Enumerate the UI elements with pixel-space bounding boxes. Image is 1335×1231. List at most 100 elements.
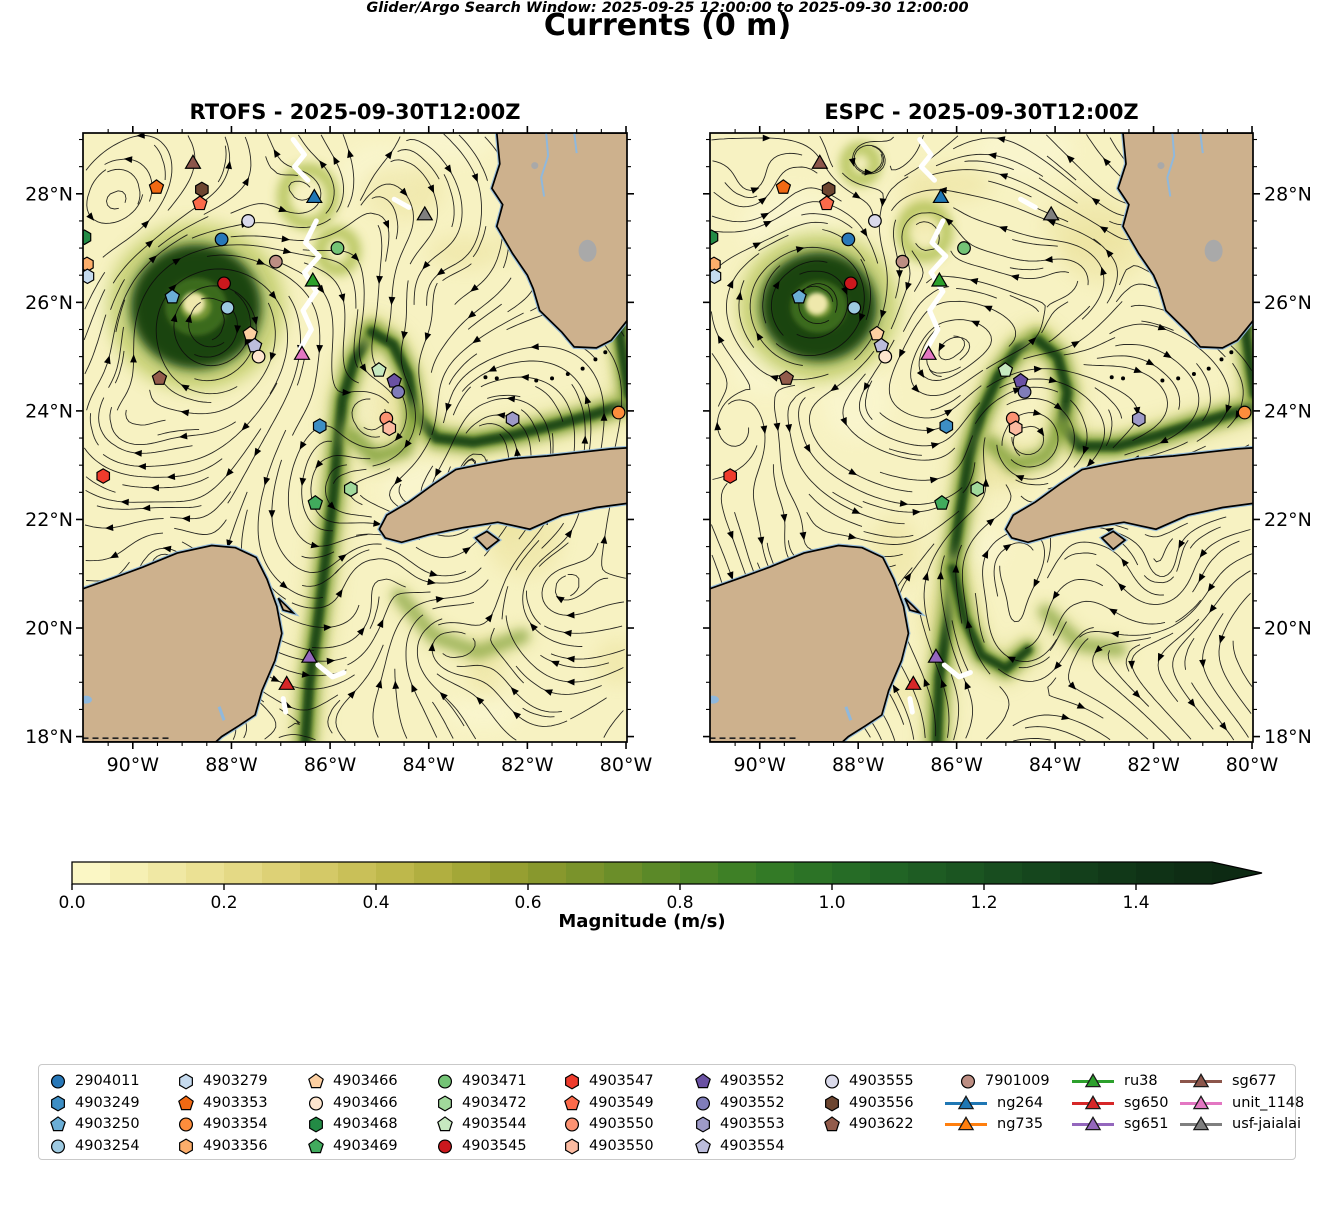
- streamline: [515, 665, 602, 695]
- lon-tick-label: 82°W: [501, 754, 554, 776]
- flow-arrowhead: [969, 278, 979, 285]
- flow-arrowhead: [1100, 266, 1107, 276]
- streamline: [86, 169, 144, 224]
- isla-de-la-juventud-landmass: [474, 530, 501, 551]
- streamline: [806, 285, 834, 302]
- legend-item-ng735: ng735: [943, 1115, 1043, 1133]
- streamline: [710, 221, 828, 275]
- flow-arrowhead: [896, 270, 903, 279]
- legend-item-sg651: sg651: [1070, 1115, 1168, 1133]
- flow-arrowhead: [555, 596, 565, 604]
- map-marker-4903552: [391, 385, 406, 399]
- streamline: [1093, 238, 1118, 304]
- colorbar-cell: [262, 862, 301, 884]
- streamline: [541, 542, 625, 616]
- colorbar-cell: [946, 862, 985, 884]
- streamline: [108, 326, 124, 388]
- flow-arrowhead: [269, 352, 277, 361]
- flow-arrowhead: [1105, 249, 1114, 258]
- flow-arrowhead: [241, 422, 250, 431]
- flow-arrowhead: [1219, 721, 1227, 731]
- streamline: [796, 270, 849, 339]
- flow-arrowhead: [938, 187, 947, 194]
- current-band: [931, 335, 1043, 742]
- flow-arrowhead: [996, 136, 1006, 143]
- flow-arrowhead: [922, 572, 929, 581]
- legend-item-4903622: 4903622: [823, 1115, 914, 1133]
- flow-arrowhead: [938, 342, 946, 352]
- map-marker-4903472: [970, 481, 985, 497]
- legend-item-4903544: 4903544: [436, 1115, 527, 1133]
- ocean-texture: [824, 364, 891, 441]
- streamline: [860, 258, 871, 321]
- flow-arrowhead: [584, 395, 592, 405]
- colorbar-cell: [72, 862, 111, 884]
- lat-tick-label: 24°N: [25, 400, 73, 422]
- colorbar-extend-arrow: [1212, 862, 1262, 884]
- circle-marker-icon: [437, 1074, 453, 1089]
- argo-legend-marker: [438, 1094, 452, 1112]
- streamline: [955, 544, 963, 624]
- legend-item-4903547: 4903547: [563, 1072, 654, 1090]
- coastal-lagoon: [83, 695, 92, 704]
- flow-arrowhead: [1145, 358, 1155, 366]
- map-marker-4903545: [217, 276, 231, 291]
- flow-arrowhead: [1108, 608, 1118, 616]
- flow-arrowhead: [727, 530, 734, 540]
- flow-arrowhead: [544, 689, 553, 696]
- argo-legend-marker: [437, 1138, 453, 1154]
- streamline: [726, 253, 829, 381]
- flow-arrowhead: [170, 313, 178, 323]
- flow-arrowhead: [123, 156, 133, 163]
- streamline: [487, 394, 521, 399]
- flow-arrowhead: [795, 246, 805, 253]
- flow-arrowhead: [278, 205, 288, 213]
- flow-arrowhead: [1033, 365, 1043, 373]
- map-panel-rtofs: [83, 133, 627, 742]
- streamline: [256, 699, 277, 740]
- glider-legend-marker: [1072, 1072, 1114, 1088]
- map-marker-sg650: [904, 675, 922, 690]
- streamline: [191, 218, 331, 239]
- streamline: [1141, 320, 1174, 331]
- streamline: [1046, 155, 1077, 181]
- map-marker-2904011: [841, 232, 856, 247]
- map-marker-sg651: [300, 648, 318, 663]
- streamline: [522, 707, 555, 718]
- florida-keys-islet: [494, 376, 499, 381]
- flow-arrowhead: [333, 156, 340, 165]
- flow-arrowhead: [1199, 549, 1208, 558]
- streamline: [301, 551, 335, 559]
- streamline: [206, 254, 321, 436]
- florida-keys-islet: [483, 375, 488, 380]
- flow-arrowhead: [851, 507, 861, 514]
- flow-arrowhead: [1048, 376, 1058, 384]
- isla-de-la-juventud-landmass: [1100, 530, 1127, 551]
- flow-arrowhead: [756, 332, 764, 341]
- small-lake: [531, 162, 539, 170]
- legend-item-4903469: 4903469: [307, 1137, 398, 1155]
- streamline: [432, 701, 454, 739]
- argo-legend-marker: [179, 1137, 193, 1155]
- flow-arrowhead: [316, 284, 325, 294]
- argo-legend-marker: [564, 1094, 580, 1110]
- flow-arrowhead: [105, 524, 114, 531]
- river: [1166, 133, 1176, 197]
- legend-label: 4903249: [75, 1094, 140, 1111]
- flow-arrowhead: [860, 228, 868, 237]
- panel-title-espc: ESPC - 2025-09-30T12:00Z: [824, 100, 1139, 124]
- streamline: [1144, 522, 1188, 538]
- florida-keys-islet: [565, 371, 570, 376]
- streamline: [230, 134, 322, 214]
- streamline: [458, 134, 488, 181]
- flow-arrowhead: [905, 281, 912, 291]
- argo-legend-marker: [695, 1137, 711, 1153]
- streamline: [325, 464, 372, 518]
- flow-arrowhead: [1091, 197, 1101, 206]
- streamline: [452, 386, 472, 416]
- glider-track: [1018, 196, 1038, 210]
- colorbar-cell: [148, 862, 187, 884]
- flow-arrowhead: [1082, 445, 1090, 455]
- lat-tick-label: 26°N: [25, 292, 73, 314]
- flow-arrowhead: [141, 220, 150, 229]
